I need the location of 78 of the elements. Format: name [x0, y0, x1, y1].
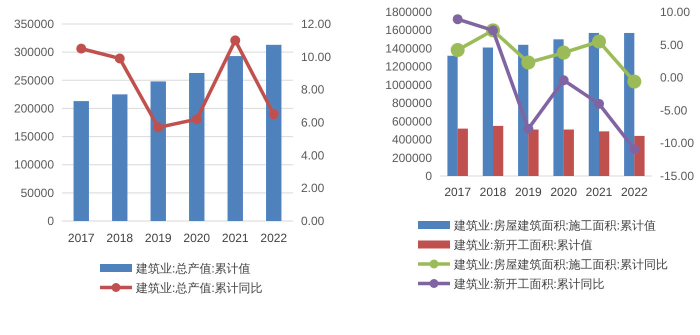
y-tick-label: 300000	[14, 45, 54, 60]
bar	[493, 126, 504, 176]
bar	[228, 56, 243, 221]
y2-tick-label: -15.00	[660, 169, 694, 183]
y-tick-label: 350000	[14, 17, 54, 31]
x-tick-label: 2019	[144, 231, 172, 245]
legend-label: 建筑业:总产值:累计同比	[135, 281, 263, 295]
y-tick-label: 150000	[14, 130, 54, 144]
y-tick-label: 1200000	[385, 60, 432, 74]
x-tick-label: 2018	[106, 231, 134, 245]
point	[523, 124, 534, 134]
bar	[482, 48, 493, 176]
x-tick-label: 2017	[444, 185, 472, 199]
x-tick-label: 2020	[550, 185, 578, 199]
bar	[599, 131, 610, 176]
y-tick-label: 50000	[20, 186, 54, 200]
point	[153, 122, 164, 132]
y-tick-label: 400000	[392, 132, 432, 147]
point	[629, 144, 640, 154]
y2-tick-label: 10.00	[660, 5, 690, 19]
point	[230, 35, 240, 46]
y2-tick-label: -10.00	[660, 136, 694, 150]
x-tick-label: 2022	[620, 185, 648, 199]
point	[592, 34, 606, 49]
bar	[447, 56, 458, 176]
bar	[458, 128, 468, 176]
point	[521, 56, 536, 70]
y2-tick-label: 2.00	[301, 181, 325, 196]
y2-tick-label: 0.00	[301, 214, 325, 228]
legend-label: 建筑业:房屋建筑面积:施工面积:累计同比	[453, 258, 668, 272]
bar	[150, 81, 166, 221]
bar	[112, 94, 128, 221]
y2-tick-label: -5.00	[660, 103, 688, 118]
y-tick-label: 0	[425, 169, 432, 183]
y-tick-label: 1400000	[385, 41, 432, 56]
x-tick-label: 2019	[514, 185, 542, 199]
y2-tick-label: 6.00	[301, 116, 325, 130]
y-tick-label: 0	[47, 214, 54, 228]
y2-tick-label: 12.00	[301, 17, 332, 31]
bar	[74, 101, 89, 221]
bar	[189, 72, 204, 221]
x-tick-label: 2017	[68, 231, 95, 245]
legend-label: 建筑业:总产值:累计值	[135, 262, 251, 276]
point	[192, 114, 202, 124]
x-tick-label: 2021	[222, 231, 249, 245]
point	[627, 74, 642, 89]
legend-label: 建筑业:新开工面积:累计值	[453, 238, 593, 252]
y-tick-label: 1800000	[385, 5, 432, 19]
x-tick-label: 2018	[480, 185, 507, 199]
y-tick-label: 1000000	[385, 78, 432, 92]
bar	[266, 44, 282, 221]
bar	[564, 130, 574, 176]
y-tick-label: 800000	[392, 96, 432, 110]
legend-label: 建筑业:新开工面积:累计同比	[453, 277, 605, 291]
y2-tick-label: 10.00	[301, 50, 332, 64]
y2-tick-label: 8.00	[301, 82, 325, 97]
x-tick-label: 2021	[586, 185, 613, 199]
y-tick-label: 100000	[14, 158, 54, 172]
point	[556, 46, 571, 60]
y2-tick-label: 0.00	[660, 70, 684, 85]
y-tick-label: 200000	[14, 101, 54, 116]
point	[558, 75, 569, 86]
legend-label: 建筑业:房屋建筑面积:施工面积:累计值	[453, 218, 656, 232]
x-tick-label: 2020	[183, 231, 210, 245]
point	[594, 98, 604, 109]
y-tick-label: 200000	[392, 150, 432, 165]
x-tick-label: 2022	[260, 231, 288, 245]
y-tick-label: 250000	[14, 73, 54, 88]
point	[452, 14, 463, 24]
y2-tick-label: 4.00	[301, 148, 325, 162]
point	[76, 44, 86, 54]
bar	[528, 130, 539, 176]
y-tick-label: 1600000	[385, 23, 432, 38]
y-tick-label: 600000	[392, 114, 432, 128]
point	[114, 53, 125, 64]
point	[450, 43, 465, 58]
point	[268, 109, 279, 120]
y2-tick-label: 5.00	[660, 38, 684, 52]
